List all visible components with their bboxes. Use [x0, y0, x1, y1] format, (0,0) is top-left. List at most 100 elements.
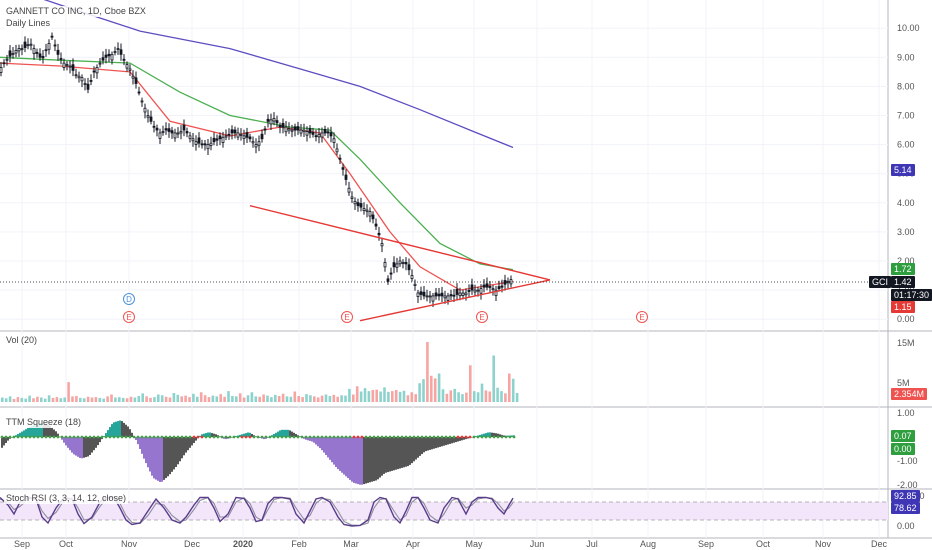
candle-body	[191, 138, 195, 142]
squeeze-dot	[360, 435, 364, 439]
volume-bar	[258, 396, 261, 402]
price-tick-label: 3.00	[897, 227, 915, 237]
volume-bar	[106, 396, 109, 402]
squeeze-histogram-bar	[275, 432, 277, 437]
volume-bar	[180, 396, 183, 402]
volume-bar	[394, 390, 398, 402]
squeeze-histogram-bar	[155, 437, 157, 480]
squeeze-dot	[56, 435, 60, 439]
volume-bar	[336, 396, 339, 402]
candle-body	[368, 211, 372, 217]
candle-body	[410, 275, 414, 279]
squeeze-histogram-bar	[423, 437, 425, 453]
squeeze-histogram-bar	[149, 437, 151, 472]
squeeze-histogram-bar	[79, 437, 81, 458]
squeeze-dot	[436, 435, 440, 439]
squeeze-dot	[212, 435, 216, 439]
volume-bar	[453, 388, 456, 402]
squeeze-histogram-bar	[113, 422, 115, 437]
squeeze-histogram-bar	[459, 437, 461, 441]
squeeze-dot	[400, 435, 404, 439]
squeeze-histogram-bar	[359, 437, 361, 485]
squeeze-dot	[12, 435, 16, 439]
squeeze-histogram-bar	[123, 422, 125, 437]
squeeze-histogram-bar	[449, 437, 451, 444]
squeeze-histogram-bar	[389, 437, 391, 472]
volume-bar	[418, 383, 421, 402]
time-tick-label: Mar	[343, 539, 359, 549]
volume-bar	[231, 396, 234, 402]
candle-body	[230, 129, 234, 134]
candle-body	[263, 128, 267, 131]
squeeze-histogram-bar	[15, 435, 17, 437]
candle-body	[218, 135, 222, 140]
squeeze-dot	[132, 435, 136, 439]
candle-body	[68, 65, 72, 68]
earnings-marker[interactable]: E	[123, 311, 135, 323]
ma-short-price-tag: 1.15	[891, 301, 915, 313]
squeeze-dot	[276, 435, 280, 439]
squeeze-histogram-bar	[99, 437, 101, 443]
squeeze-histogram-bar	[107, 430, 109, 437]
candle-body	[50, 35, 54, 38]
squeeze-histogram-bar	[319, 437, 321, 449]
candle-body	[236, 132, 240, 138]
squeeze-histogram-bar	[425, 437, 427, 452]
candle-body	[128, 68, 132, 71]
squeeze-histogram-bar	[69, 437, 71, 451]
squeeze-histogram-bar	[125, 424, 127, 437]
squeeze-histogram-bar	[479, 434, 481, 437]
volume-bar	[414, 394, 417, 402]
squeeze-histogram-bar	[39, 422, 41, 437]
candle-body	[335, 148, 339, 153]
squeeze-histogram-bar	[147, 437, 149, 468]
squeeze-histogram-bar	[1, 437, 3, 448]
squeeze-histogram-bar	[439, 437, 441, 447]
volume-bar	[480, 383, 484, 402]
candle-body	[311, 131, 315, 135]
squeeze-histogram-bar	[131, 432, 133, 437]
candle-body	[341, 167, 345, 170]
squeeze-histogram-bar	[455, 437, 457, 443]
squeeze-histogram-bar	[391, 437, 393, 471]
squeeze-dot	[432, 435, 436, 439]
squeeze-histogram-bar	[167, 437, 169, 477]
volume-bar	[172, 393, 176, 402]
squeeze-histogram-bar	[91, 437, 93, 453]
squeeze-dot	[108, 435, 112, 439]
squeeze-histogram-bar	[493, 432, 495, 437]
earnings-marker[interactable]: E	[476, 311, 488, 323]
dividend-marker[interactable]: D	[123, 293, 135, 305]
squeeze-dot	[188, 435, 192, 439]
volume-bar	[114, 397, 117, 402]
triangle-lower-trendline	[359, 279, 551, 322]
squeeze-histogram-bar	[353, 437, 355, 483]
squeeze-histogram-bar	[333, 437, 335, 465]
squeeze-histogram-bar	[331, 437, 333, 463]
candle-body	[260, 133, 264, 140]
squeeze-dot	[200, 435, 204, 439]
squeeze-dot	[252, 435, 256, 439]
earnings-marker[interactable]: E	[341, 311, 353, 323]
squeeze-dot	[332, 435, 336, 439]
squeeze-dot	[368, 435, 372, 439]
stoch-band	[0, 502, 888, 520]
price-tick-label: 4.00	[897, 198, 915, 208]
squeeze-dot	[320, 435, 324, 439]
volume-bar	[242, 397, 246, 402]
volume-bar	[79, 397, 82, 402]
squeeze-histogram-bar	[29, 426, 31, 437]
squeeze-dot	[260, 435, 264, 439]
volume-bar	[168, 397, 172, 402]
volume-pane	[1, 342, 519, 402]
earnings-marker[interactable]: E	[636, 311, 648, 323]
squeeze-dot	[180, 435, 184, 439]
candle-body	[179, 131, 183, 134]
candle-body	[149, 116, 153, 122]
candle-body	[485, 283, 489, 288]
squeeze-dot	[36, 435, 40, 439]
stoch-pane-title: Stoch RSI (3, 3, 14, 12, close)	[4, 493, 129, 504]
squeeze-dot	[40, 435, 44, 439]
ma-mid-price-tag: 1.72	[891, 263, 915, 275]
